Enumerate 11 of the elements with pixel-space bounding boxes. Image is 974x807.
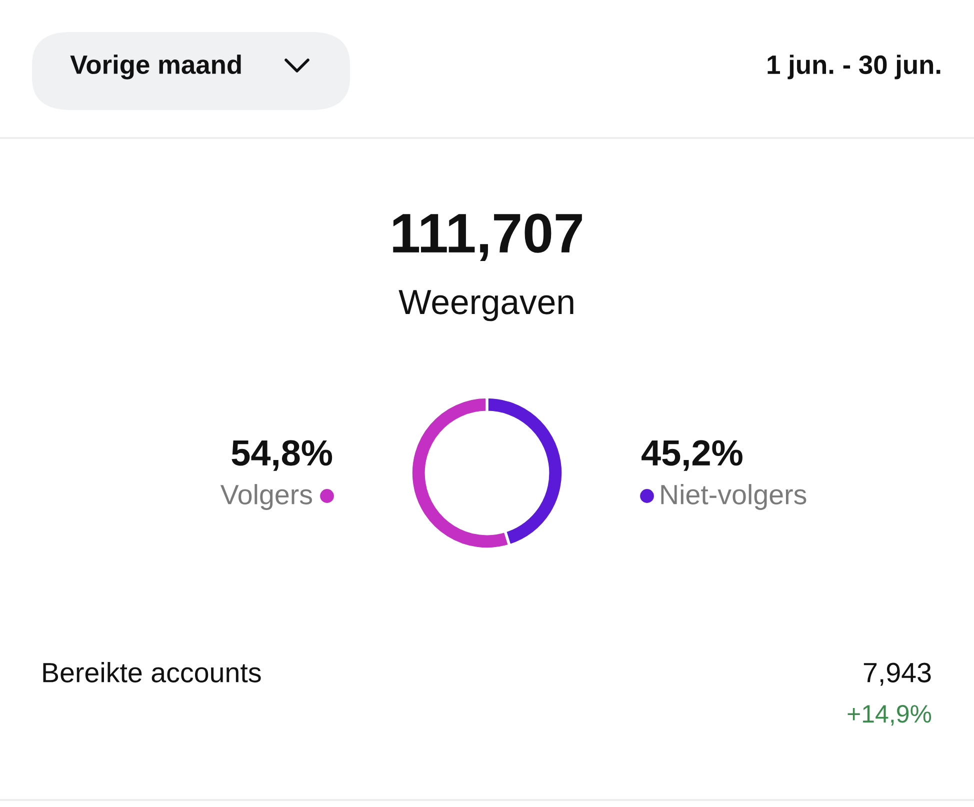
text: Vorige maand [70, 54, 241, 80]
text: Bereikte accounts [43, 662, 261, 682]
legend-label: Niet-volgers [661, 484, 806, 510]
text: 7,943 [864, 662, 931, 686]
data-label: 45,2% [642, 440, 742, 471]
text: +14,9% [848, 705, 932, 726]
data-label: 54,8% [232, 440, 332, 471]
text: 1 jun. - 30 jun. [768, 54, 940, 80]
chart-subtitle: Weergaven [398, 290, 574, 322]
slice-label: Volgers [220, 484, 312, 510]
chart-title: 111,707 [393, 214, 582, 261]
